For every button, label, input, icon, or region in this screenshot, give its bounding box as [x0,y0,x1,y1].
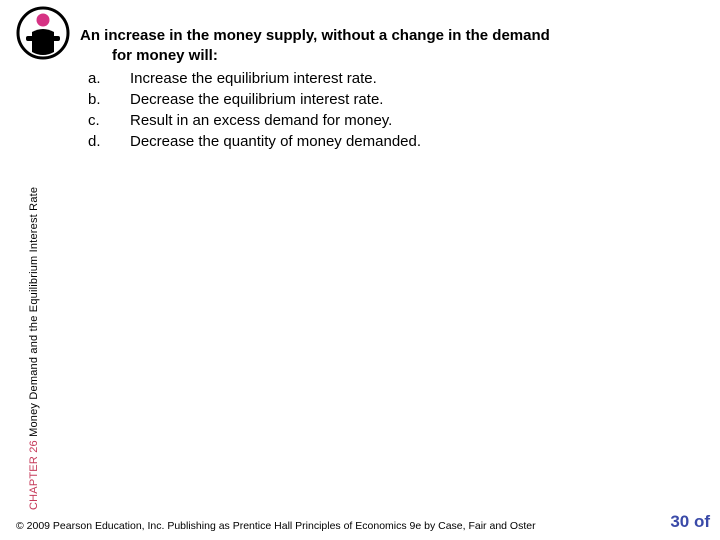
option-letter: a. [80,69,130,89]
chapter-number: CHAPTER 26 [28,440,40,510]
option-text: Increase the equilibrium interest rate. [130,69,700,89]
option-letter: d. [80,132,130,152]
option-letter: b. [80,90,130,110]
question-block: An increase in the money supply, without… [80,26,700,153]
question-stem: An increase in the money supply, without… [80,26,700,67]
question-line-1: An increase in the money supply, without… [80,26,700,46]
chapter-title: Money Demand and the Equilibrium Interes… [28,187,40,440]
option-text: Result in an excess demand for money. [130,111,700,131]
page-number: 30 of [670,512,710,532]
option-c: c. Result in an excess demand for money. [80,111,700,131]
option-letter: c. [80,111,130,131]
option-b: b. Decrease the equilibrium interest rat… [80,90,700,110]
question-line-2: for money will: [80,46,700,66]
option-text: Decrease the quantity of money demanded. [130,132,700,152]
chapter-label: CHAPTER 26 Money Demand and the Equilibr… [28,187,40,510]
person-logo-icon [16,6,70,60]
option-a: a. Increase the equilibrium interest rat… [80,69,700,89]
option-d: d. Decrease the quantity of money demand… [80,132,700,152]
option-text: Decrease the equilibrium interest rate. [130,90,700,110]
copyright-footer: © 2009 Pearson Education, Inc. Publishin… [16,520,536,532]
slide-page: CHAPTER 26 Money Demand and the Equilibr… [0,0,720,540]
